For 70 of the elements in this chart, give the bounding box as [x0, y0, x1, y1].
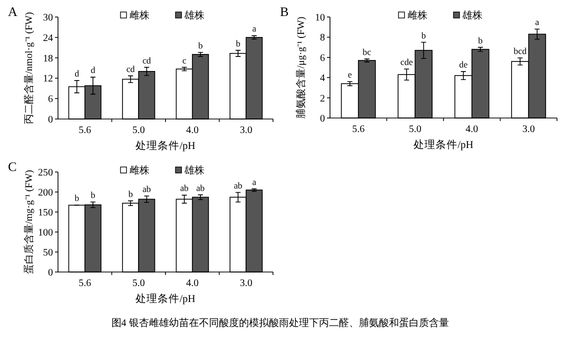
- data-label: d: [90, 65, 96, 76]
- y-tick-label: 6: [320, 52, 325, 64]
- x-tick-label: 5.0: [408, 124, 422, 135]
- chart-title: B: [280, 4, 289, 19]
- data-label: b: [74, 193, 80, 204]
- x-tick-label: 3.0: [240, 125, 252, 136]
- data-label: b: [421, 30, 426, 40]
- x-tick-label: 4.0: [466, 124, 478, 135]
- y-axis-title: 蛋白质含量/mg·g⁻¹ (FW): [23, 170, 35, 274]
- caption: 图4 银杏雌雄幼苗在不同酸度的模拟酸雨处理下丙二醛、脯氨酸和蛋白质含量: [111, 317, 449, 329]
- data-label: b: [128, 188, 134, 199]
- data-label: a: [252, 24, 256, 34]
- y-tick-label: 0: [48, 114, 53, 126]
- y-axis-title: 丙二醛含量/nmol·g⁻¹ (FW): [23, 12, 35, 124]
- y-tick-label: 250: [38, 168, 53, 178]
- x-tick-label: 4.0: [186, 278, 199, 289]
- data-label: a: [252, 176, 256, 187]
- y-tick-label: 50: [43, 248, 53, 258]
- data-label: ab: [234, 180, 243, 190]
- x-tick-label: 3.0: [522, 124, 535, 135]
- x-tick-label: 3.0: [240, 278, 252, 289]
- y-tick-label: 0: [48, 268, 53, 278]
- data-label: de: [459, 60, 468, 70]
- x-tick-label: 5.6: [78, 125, 92, 136]
- data-label: d: [74, 68, 80, 79]
- legend-label: 雄株: [462, 10, 482, 22]
- data-label: bc: [362, 46, 372, 57]
- data-label: b: [90, 190, 96, 200]
- data-label: cde: [400, 57, 413, 68]
- y-tick-label: 0: [320, 114, 325, 124]
- y-tick-label: 30: [43, 12, 53, 24]
- data-label: b: [478, 35, 484, 46]
- y-tick-label: 18: [43, 53, 53, 64]
- chart-title: C: [8, 159, 17, 174]
- legend-label: 雄株: [184, 164, 204, 176]
- x-tick-label: 4.0: [186, 125, 199, 136]
- y-tick-label: 6: [48, 94, 53, 106]
- y-tick-label: 10: [315, 12, 325, 24]
- x-tick-label: 5.6: [78, 278, 92, 289]
- data-label: ab: [142, 184, 152, 194]
- x-axis-title: 处理条件/pH: [136, 139, 196, 152]
- y-axis-title: 脯氨酸含量/μg·g⁻¹ (FW): [295, 16, 307, 118]
- data-label: cd: [142, 55, 152, 66]
- y-tick-label: 100: [38, 228, 53, 238]
- y-tick-label: 2: [320, 93, 325, 104]
- data-label: ab: [196, 182, 206, 193]
- legend-label: 雌株: [130, 164, 150, 176]
- x-axis-title: 处理条件/pH: [414, 138, 474, 151]
- data-label: e: [348, 70, 352, 80]
- y-tick-label: 4: [320, 73, 325, 84]
- data-label: ab: [180, 183, 190, 194]
- x-tick-label: 5.0: [132, 278, 145, 289]
- data-label: bcd: [514, 46, 528, 56]
- data-label: cd: [126, 64, 136, 74]
- y-tick-label: 150: [38, 208, 53, 218]
- y-tick-label: 200: [38, 188, 53, 198]
- legend-label: 雌株: [130, 10, 150, 22]
- data-label: b: [236, 38, 241, 48]
- y-tick-label: 24: [43, 32, 53, 44]
- x-tick-label: 5.0: [132, 125, 145, 136]
- x-tick-label: 5.6: [352, 124, 365, 135]
- data-label: a: [535, 17, 540, 28]
- legend-label: 雄株: [184, 10, 204, 22]
- data-label: b: [198, 40, 204, 50]
- y-tick-label: 12: [43, 74, 53, 85]
- chart-title: A: [8, 4, 18, 19]
- data-label: c: [182, 55, 186, 66]
- y-tick-label: 8: [320, 32, 325, 44]
- x-axis-title: 处理条件/pH: [136, 292, 196, 305]
- legend-label: 雌株: [408, 10, 428, 22]
